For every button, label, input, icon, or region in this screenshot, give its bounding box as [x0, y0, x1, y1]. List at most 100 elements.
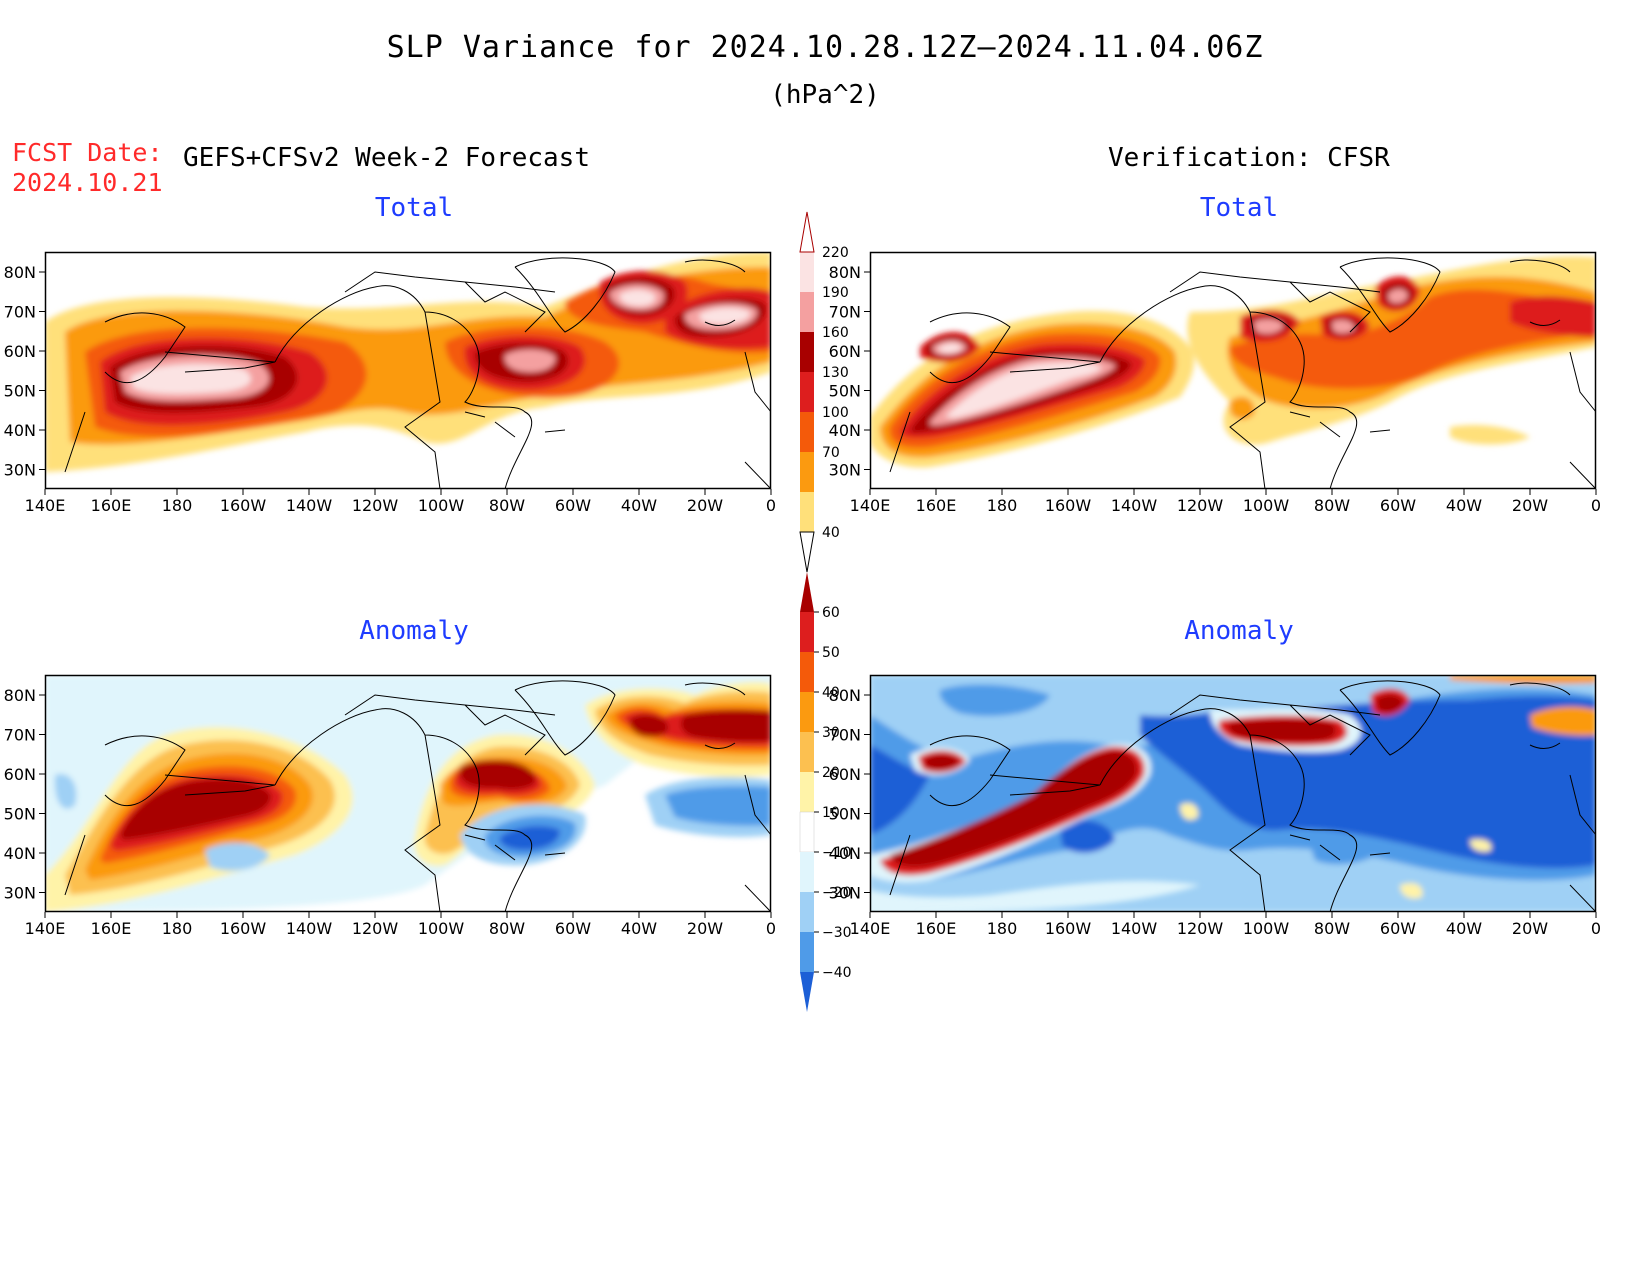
lon-label: 60W — [1380, 919, 1416, 938]
lon-label: 120W — [352, 496, 399, 515]
fcst-date-value: 2024.10.21 — [12, 168, 163, 197]
lon-label: 100W — [418, 496, 465, 515]
colorbar-level-label: 190 — [822, 285, 849, 301]
lon-label: 160W — [220, 919, 267, 938]
map-fcst-anomaly — [44, 674, 772, 913]
lat-label: 80N — [4, 263, 36, 282]
colorbar-swatch — [800, 412, 814, 452]
colorbar-level-label: 20 — [822, 765, 840, 781]
lon-label: 60W — [555, 919, 591, 938]
lon-label: 120W — [1177, 496, 1224, 515]
lat-label: 70N — [4, 303, 36, 322]
colorbar-anomaly: 60 50 40 30 20 10 −10 −20 −30 −40 — [799, 572, 852, 1012]
lon-label: 80W — [1314, 919, 1350, 938]
lat-label: 30N — [829, 884, 861, 903]
colorbar-swatch — [800, 332, 814, 372]
lat-label: 50N — [4, 382, 36, 401]
lon-label: 80W — [489, 496, 525, 515]
colorbar-swatch — [800, 932, 814, 972]
lat-label: 60N — [4, 342, 36, 361]
panel-title-verif-total: Total — [1199, 193, 1279, 223]
lon-label: 160W — [220, 496, 267, 515]
colorbar-top-arrow — [799, 211, 815, 253]
colorbar-swatch — [800, 252, 814, 292]
lat-label: 60N — [829, 342, 861, 361]
lon-label: 60W — [555, 496, 591, 515]
verification-label: Verification: CFSR — [1108, 143, 1390, 173]
colorbar-level-label: 60 — [822, 605, 840, 621]
colorbar-level-label: −40 — [822, 965, 852, 981]
colorbar-level-label: −30 — [822, 925, 852, 941]
colorbar-level-label: 160 — [822, 325, 849, 341]
lat-label: 80N — [4, 686, 36, 705]
lat-label: 60N — [4, 765, 36, 784]
lon-label: 40W — [1446, 496, 1482, 515]
lon-label: 180 — [162, 919, 193, 938]
map-verif-anomaly — [869, 674, 1597, 913]
lon-label: 180 — [987, 496, 1018, 515]
colorbar-level-label: 40 — [822, 525, 840, 541]
lon-label: 140E — [25, 919, 66, 938]
lon-label: 160E — [916, 496, 957, 515]
colorbar-swatch — [800, 492, 814, 532]
lon-label: 180 — [162, 496, 193, 515]
lon-label: 40W — [1446, 919, 1482, 938]
colorbar-swatch — [800, 612, 814, 652]
colorbar-level-label: 50 — [822, 645, 840, 661]
colorbar-bottom-arrow — [800, 972, 814, 1012]
colorbar-swatch — [800, 892, 814, 932]
colorbar-level-label: 10 — [822, 805, 840, 821]
lat-label: 40N — [4, 844, 36, 863]
lon-label: 120W — [352, 919, 399, 938]
colorbar-top-arrow — [800, 572, 814, 612]
lon-label: 140E — [25, 496, 66, 515]
lat-label: 40N — [4, 421, 36, 440]
lon-label: 80W — [489, 919, 525, 938]
forecast-model-label: GEFS+CFSv2 Week-2 Forecast — [183, 143, 590, 173]
colorbar-level-label: 40 — [822, 685, 840, 701]
lon-label: 0 — [1591, 496, 1601, 515]
lon-label: 160E — [91, 496, 132, 515]
map-verif-total — [869, 251, 1597, 490]
lat-label: 60N — [829, 765, 861, 784]
lon-label: 0 — [766, 919, 776, 938]
lon-label: 100W — [418, 919, 465, 938]
lon-label: 80W — [1314, 496, 1350, 515]
lon-label: 160E — [91, 919, 132, 938]
colorbar-level-label: −20 — [822, 885, 852, 901]
colorbar-swatch — [799, 811, 815, 853]
units-label: (hPa^2) — [770, 80, 880, 110]
lon-label: 120W — [1177, 919, 1224, 938]
panel-title-fcst-total: Total — [374, 193, 454, 223]
panel-title-verif-anomaly: Anomaly — [1184, 616, 1294, 646]
colorbar-level-label: 70 — [822, 445, 840, 461]
lon-label: 100W — [1243, 496, 1290, 515]
lon-label: 160W — [1045, 496, 1092, 515]
lat-label: 70N — [829, 726, 861, 745]
lat-label: 40N — [829, 844, 861, 863]
colorbar-swatch — [800, 732, 814, 772]
lon-label: 40W — [621, 919, 657, 938]
lon-label: 140E — [850, 496, 891, 515]
lon-label: 140W — [286, 496, 333, 515]
lon-label: 160E — [916, 919, 957, 938]
colorbar-swatch — [800, 292, 814, 332]
lon-label: 140W — [1111, 919, 1158, 938]
map-fcst-total — [44, 251, 772, 490]
lon-label: 0 — [1591, 919, 1601, 938]
page-title: SLP Variance for 2024.10.28.12Z—2024.11.… — [386, 30, 1264, 65]
lon-label: 20W — [687, 496, 723, 515]
lon-label: 100W — [1243, 919, 1290, 938]
colorbar-swatch — [800, 772, 814, 812]
colorbar-swatch — [800, 452, 814, 492]
colorbar-level-label: 220 — [822, 245, 849, 261]
lat-label: 70N — [829, 303, 861, 322]
colorbar-swatch — [800, 852, 814, 892]
lon-label: 40W — [621, 496, 657, 515]
colorbar-level-label: 30 — [822, 725, 840, 741]
lat-label: 70N — [4, 726, 36, 745]
lat-label: 50N — [829, 382, 861, 401]
lat-label: 80N — [829, 686, 861, 705]
lon-label: 20W — [1512, 919, 1548, 938]
